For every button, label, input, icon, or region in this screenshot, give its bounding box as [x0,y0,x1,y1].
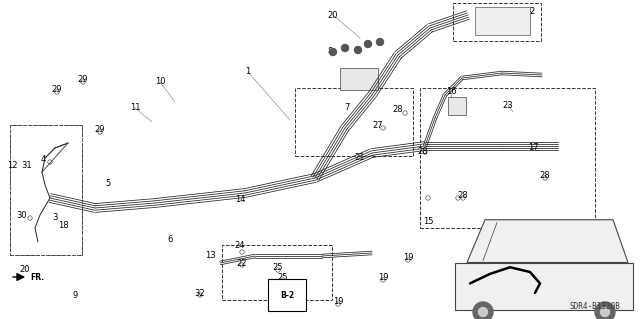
Text: FR.: FR. [30,272,44,281]
Text: 31: 31 [22,160,32,169]
Text: 29: 29 [95,125,105,135]
Text: 20: 20 [20,265,30,275]
Text: 25: 25 [278,273,288,283]
Circle shape [600,308,609,316]
Bar [10,125,82,255]
Text: 23: 23 [502,100,513,109]
Circle shape [473,302,493,319]
Circle shape [595,302,615,319]
Text: 19: 19 [403,254,413,263]
Text: 10: 10 [155,78,165,86]
Text: 28: 28 [393,106,403,115]
Bar [295,88,413,156]
Text: 24: 24 [235,241,245,249]
Text: 17: 17 [528,144,538,152]
Bar [222,245,332,300]
Text: 25: 25 [273,263,284,272]
Circle shape [376,39,383,46]
Text: SDR4-B1320B: SDR4-B1320B [569,302,620,311]
Text: 11: 11 [130,103,140,113]
Circle shape [365,41,371,48]
Polygon shape [467,220,628,263]
Text: 27: 27 [372,121,383,130]
Text: 12: 12 [7,160,17,169]
Text: 30: 30 [17,211,28,219]
Bar [475,7,530,35]
Circle shape [355,47,362,54]
Circle shape [479,308,488,316]
Text: 14: 14 [235,196,245,204]
Text: 4: 4 [40,155,45,165]
Bar [448,97,466,115]
Text: 32: 32 [195,288,205,298]
Text: 28: 28 [418,147,428,157]
Text: 19: 19 [378,273,388,283]
Bar [420,88,595,228]
Text: 5: 5 [106,179,111,188]
Text: 29: 29 [77,76,88,85]
Text: 18: 18 [58,220,68,229]
Bar [453,3,541,41]
Text: 19: 19 [333,298,343,307]
Text: 7: 7 [344,102,349,112]
Bar [455,263,633,310]
Text: B-2: B-2 [280,291,294,300]
Text: 9: 9 [72,291,77,300]
Text: 16: 16 [445,87,456,97]
Circle shape [330,48,337,56]
Text: 6: 6 [167,235,173,244]
Text: 1: 1 [245,68,251,77]
Circle shape [342,44,349,51]
Text: 21: 21 [355,153,365,162]
Bar [340,68,378,90]
Text: 3: 3 [52,213,58,222]
Text: 28: 28 [540,170,550,180]
Text: 22: 22 [237,258,247,268]
Text: 15: 15 [423,218,433,226]
Text: 20: 20 [328,11,339,19]
Text: 8: 8 [327,48,333,56]
Text: 13: 13 [205,250,215,259]
Text: 28: 28 [458,190,468,199]
Text: 2: 2 [529,8,534,17]
Text: 29: 29 [52,85,62,94]
